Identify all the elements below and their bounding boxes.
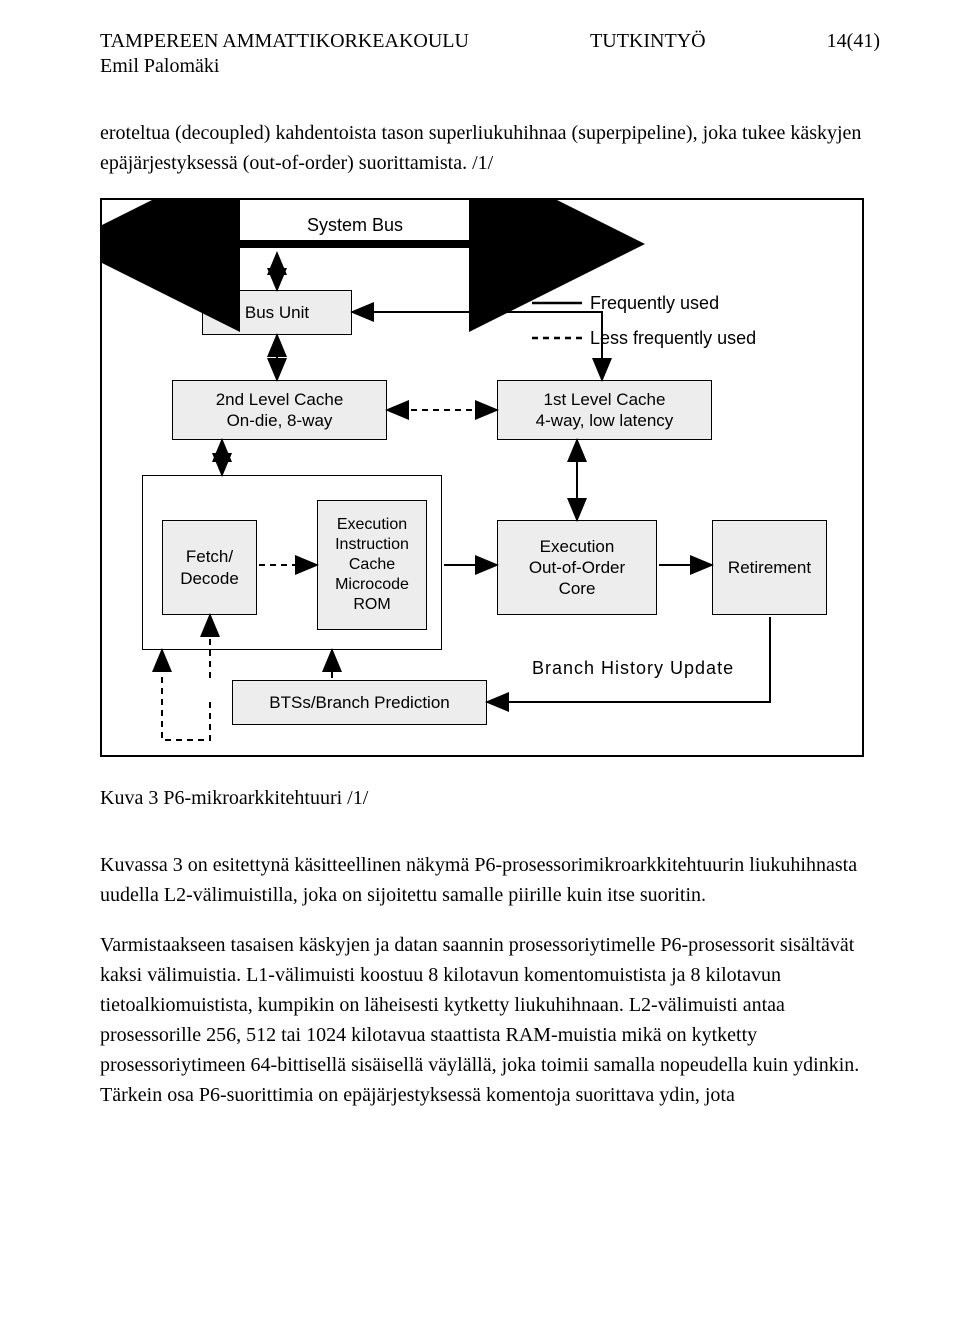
paragraph-2: Kuvassa 3 on esitettynä käsitteellinen n… [100, 850, 880, 910]
figure-p6-architecture: System Bus Frequently used Less frequent… [100, 198, 864, 757]
header-institution: TAMPEREEN AMMATTIKORKEAKOULU [100, 30, 469, 53]
box-l2-cache: 2nd Level Cache On-die, 8-way [172, 380, 387, 440]
paragraph-3: Varmistaakseen tasaisen käskyjen ja data… [100, 930, 880, 1110]
box-l1-cache: 1st Level Cache 4-way, low latency [497, 380, 712, 440]
legend-less-frequent: Less frequently used [590, 328, 756, 349]
legend-frequent: Frequently used [590, 293, 719, 314]
figure-caption: Kuva 3 P6-mikroarkkitehtuuri /1/ [100, 787, 880, 810]
intro-paragraph: eroteltua (decoupled) kahdentoista tason… [100, 118, 880, 178]
box-fetch-decode: Fetch/ Decode [162, 520, 257, 615]
header-pagenum: 14(41) [827, 30, 880, 53]
header-doctype: TUTKINTYÖ [590, 30, 706, 53]
box-retirement: Retirement [712, 520, 827, 615]
box-btb: BTSs/Branch Prediction [232, 680, 487, 725]
header-author: Emil Palomäki [100, 55, 880, 78]
label-system-bus: System Bus [307, 215, 403, 236]
box-execution-core: Execution Out-of-Order Core [497, 520, 657, 615]
box-bus-unit: Bus Unit [202, 290, 352, 335]
box-microcode-rom: Execution Instruction Cache Microcode RO… [317, 500, 427, 630]
label-branch-update: Branch History Update [532, 658, 734, 679]
